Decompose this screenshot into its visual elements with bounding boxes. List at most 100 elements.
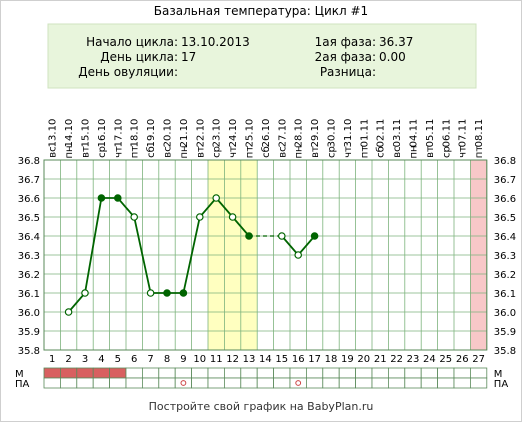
pa-cell — [420, 377, 439, 389]
pa-cell — [76, 377, 94, 389]
y-tick-label-right: 36.4 — [494, 232, 516, 243]
weekday-label: ср — [212, 146, 223, 158]
menses-cell — [158, 367, 176, 379]
menses-cell — [109, 367, 127, 379]
chart-title: Базальная температура: Цикл #1 — [154, 4, 368, 18]
date-label: 08.11 — [474, 119, 485, 148]
footer-credit: Постройте свой график на BabyPlan.ru — [149, 400, 374, 413]
day-number-label: 5 — [115, 354, 121, 365]
summary-left-label: День овуляции: — [78, 65, 178, 79]
weekday-label: пн — [294, 145, 305, 158]
pa-cell — [355, 377, 373, 389]
day-number-label: 24 — [423, 354, 436, 365]
temperature-point — [114, 194, 122, 202]
temperature-point — [81, 289, 89, 297]
weekday-label: вс — [48, 146, 59, 157]
temperature-point — [163, 289, 171, 297]
weekday-label: сб — [376, 146, 387, 158]
day-number-label: 8 — [164, 354, 170, 365]
weekday-label: вт — [195, 146, 206, 158]
weekday-label: ср — [441, 146, 452, 158]
y-tick-label-right: 36.6 — [494, 194, 516, 205]
temperature-point — [212, 194, 221, 202]
date-label: 05.11 — [425, 119, 436, 148]
pa-marker — [180, 380, 187, 386]
pa-cell — [60, 377, 78, 389]
menses-cell — [355, 367, 373, 379]
date-label: 23.10 — [212, 119, 223, 148]
y-tick-label-left: 36.7 — [18, 175, 40, 186]
pa-cell — [109, 377, 127, 389]
temperature-point — [130, 213, 139, 221]
day-number-label: 22 — [390, 354, 403, 365]
menses-cell — [43, 367, 61, 379]
date-label: 24.10 — [228, 119, 239, 148]
day-number-label: 3 — [82, 354, 88, 365]
weekday-label: пт — [474, 146, 485, 159]
weekday-label: вс — [163, 146, 174, 157]
menses-cell — [207, 367, 225, 379]
date-label: 30.10 — [327, 119, 338, 148]
weekday-label: ср — [97, 146, 108, 158]
date-label: 07.11 — [458, 119, 469, 148]
pa-cell — [174, 377, 192, 389]
y-tick-label-left: 36.2 — [18, 270, 40, 281]
date-label: 15.10 — [81, 119, 92, 148]
pa-cell — [338, 377, 357, 389]
date-label: 06.11 — [441, 119, 452, 148]
y-tick-label-right: 36.7 — [494, 175, 516, 186]
menses-cell — [420, 367, 439, 379]
row-label-m-right: М — [494, 369, 503, 380]
day-number-label: 27 — [472, 354, 485, 365]
weekday-label: пт — [359, 146, 370, 159]
temperature-line — [67, 196, 250, 313]
menses-cell — [240, 367, 258, 379]
weekday-label: чт — [458, 146, 469, 158]
date-label: 01.11 — [359, 119, 370, 148]
row-label-pa-right: ПА — [494, 379, 509, 390]
date-label: 13.10 — [48, 119, 59, 148]
menses-cell — [141, 367, 160, 379]
temperature-point — [277, 232, 286, 240]
menses-cell — [338, 367, 357, 379]
date-label: 18.10 — [130, 119, 141, 148]
menses-cell — [322, 367, 340, 379]
date-label: 25.10 — [245, 119, 256, 148]
weekday-label: пт — [130, 146, 141, 159]
pa-cell — [240, 377, 258, 389]
menses-cell — [174, 367, 192, 379]
weekday-label: пн — [179, 145, 190, 158]
temperature-point — [97, 194, 106, 202]
day-number-label: 4 — [98, 354, 104, 365]
y-tick-label-right: 36.1 — [494, 289, 516, 300]
day-number-label: 6 — [131, 354, 137, 365]
menses-cell — [469, 367, 488, 379]
menses-cell — [305, 367, 324, 379]
summary-panel — [47, 23, 477, 89]
day-number-label: 19 — [341, 354, 354, 365]
weekday-label: пн — [64, 145, 75, 158]
weekday-label: вт — [81, 146, 92, 158]
summary-left-value: 13.10.2013 — [181, 35, 250, 49]
menses-cell — [125, 367, 143, 379]
weekday-label: чт — [113, 146, 124, 158]
pa-cell — [387, 377, 406, 389]
pa-cell — [256, 377, 275, 389]
grid-lines — [43, 159, 488, 351]
day-number-label: 17 — [308, 354, 321, 365]
weekday-label: сб — [146, 146, 157, 158]
date-label: 26.10 — [261, 119, 272, 148]
menses-cell — [453, 367, 471, 379]
pa-cell — [43, 377, 61, 389]
pa-cell — [273, 377, 291, 389]
date-label: 19.10 — [146, 119, 157, 148]
day-number-label: 2 — [65, 354, 71, 365]
day-number-label: 12 — [226, 354, 239, 365]
menses-cell — [289, 367, 307, 379]
pa-cell — [322, 377, 340, 389]
day-number-label: 14 — [259, 354, 272, 365]
pa-cell — [289, 377, 307, 389]
day-number-label: 26 — [456, 354, 469, 365]
